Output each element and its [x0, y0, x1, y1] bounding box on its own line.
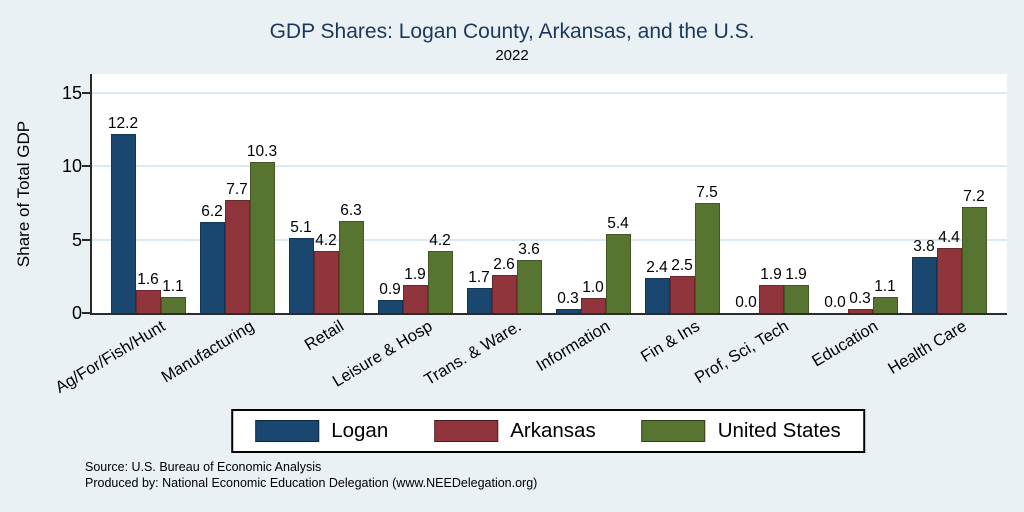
legend-swatch-united-states	[641, 420, 706, 442]
x-category-label-information: Information	[533, 317, 614, 376]
chart-title: GDP Shares: Logan County, Arkansas, and …	[269, 20, 755, 43]
x-category-label-leisure-hosp: Leisure & Hosp	[329, 317, 436, 391]
legend-label-logan: Logan	[331, 419, 389, 442]
x-category-label-trans-ware: Trans. & Ware.	[421, 317, 525, 390]
bar-value-label: 4.2	[315, 232, 337, 250]
bar-logan-ag-for-fish-hunt	[110, 134, 136, 313]
legend: Logan Arkansas United States	[231, 409, 865, 453]
bar-value-label: 6.2	[201, 203, 223, 221]
bar-logan-retail	[288, 238, 314, 313]
legend-label-arkansas: Arkansas	[510, 419, 596, 442]
plot-area: 12.2 1.6 1.1 6.2 7.7 10.3 5.1 4.2 6.3 0.9 1.9 4.2 1.…	[90, 74, 1007, 315]
bar-value-label: 2.4	[646, 258, 668, 276]
bar-value-label: 0.3	[849, 289, 871, 307]
bar-united-states-education	[872, 296, 898, 313]
bar-arkansas-retail	[313, 251, 339, 313]
bar-value-label: 1.1	[162, 277, 184, 295]
bar-united-states-health-care	[961, 207, 987, 313]
bar-united-states-information	[605, 233, 631, 313]
bar-value-label: 7.5	[696, 184, 718, 201]
bar-value-label: 5.4	[607, 214, 629, 232]
bar-arkansas-manufacturing	[224, 200, 250, 313]
bar-arkansas-leisure-hosp	[402, 285, 428, 313]
legend-item-logan: Logan	[255, 419, 388, 443]
bar-value-label: 10.3	[246, 142, 278, 160]
bar-value-label: 6.3	[340, 201, 362, 219]
bar-value-label: 4.2	[429, 232, 451, 250]
legend-swatch-logan	[255, 420, 320, 442]
gridline	[92, 165, 1007, 168]
legend-item-arkansas: Arkansas	[434, 419, 596, 443]
bar-logan-leisure-hosp	[377, 299, 403, 313]
x-category-label-retail: Retail	[301, 317, 347, 355]
bar-united-states-leisure-hosp	[427, 251, 453, 313]
y-axis-title: Share of Total GDP	[14, 120, 33, 268]
bar-value-label: 1.7	[468, 269, 490, 287]
bar-logan-trans-ware	[466, 288, 492, 313]
bar-logan-manufacturing	[199, 222, 225, 313]
bar-value-label: 2.5	[671, 257, 693, 275]
x-category-label-ag-for-fish-hunt: Ag/For/Fish/Hunt	[52, 317, 169, 397]
bar-value-label: 3.6	[518, 241, 540, 259]
bar-logan-information	[555, 308, 581, 313]
x-category-label-health-care: Health Care	[885, 317, 970, 378]
bar-value-label: 1.1	[874, 277, 896, 295]
bar-arkansas-education	[847, 308, 873, 313]
bar-arkansas-prof-sci-tech	[758, 285, 784, 313]
bar-value-label: 0.0	[824, 294, 846, 311]
bar-value-label: 1.9	[404, 266, 426, 284]
bar-united-states-fin-ins	[694, 203, 720, 313]
y-tick-label: 10	[61, 156, 82, 177]
bar-value-label: 1.0	[582, 279, 604, 297]
bar-value-label: 1.9	[760, 266, 782, 284]
bar-logan-health-care	[911, 257, 937, 313]
y-tick-mark	[82, 165, 90, 168]
bar-arkansas-ag-for-fish-hunt	[135, 289, 161, 313]
bar-value-label: 0.9	[379, 280, 401, 298]
gridline	[92, 92, 1007, 94]
bar-united-states-retail	[338, 220, 364, 313]
bar-united-states-manufacturing	[249, 161, 275, 313]
bar-value-label: 5.1	[290, 219, 312, 237]
y-tick-mark	[82, 312, 90, 314]
bar-value-label: 2.6	[493, 255, 515, 273]
bar-arkansas-health-care	[936, 248, 962, 313]
y-tick-label: 0	[71, 303, 82, 323]
bar-logan-fin-ins	[644, 277, 670, 313]
bar-value-label: 7.2	[963, 188, 985, 206]
chart-subtitle: 2022	[495, 47, 529, 64]
bar-value-label: 7.7	[226, 181, 248, 199]
x-category-label-manufacturing: Manufacturing	[158, 317, 258, 387]
legend-item-united-states: United States	[641, 419, 841, 443]
x-category-label-education: Education	[808, 317, 881, 371]
bar-value-label: 1.9	[785, 266, 807, 284]
y-tick-mark	[82, 238, 90, 241]
legend-swatch-arkansas	[434, 420, 499, 442]
bar-arkansas-fin-ins	[669, 276, 695, 313]
bar-united-states-ag-for-fish-hunt	[160, 296, 186, 313]
y-tick-label: 15	[61, 83, 82, 103]
legend-label-united-states: United States	[717, 419, 841, 442]
bar-value-label: 0.3	[557, 289, 579, 307]
x-category-label-prof-sci-tech: Prof, Sci, Tech	[691, 317, 792, 388]
bar-arkansas-information	[580, 298, 606, 313]
bar-value-label: 1.6	[137, 270, 159, 288]
y-tick-label: 5	[71, 229, 82, 250]
bar-arkansas-trans-ware	[491, 274, 517, 313]
source-note: Source: U.S. Bureau of Economic Analysis…	[85, 459, 537, 492]
bar-value-label: 12.2	[107, 115, 139, 133]
produced-by-line: Produced by: National Economic Education…	[85, 476, 538, 491]
gridline	[92, 238, 1007, 241]
bar-united-states-prof-sci-tech	[783, 285, 809, 313]
bar-value-label: 4.4	[938, 229, 960, 247]
x-category-label-fin-ins: Fin & Ins	[637, 317, 703, 367]
bar-united-states-trans-ware	[516, 260, 542, 313]
y-tick-mark	[82, 92, 90, 94]
bar-value-label: 3.8	[913, 238, 935, 256]
source-line: Source: U.S. Bureau of Economic Analysis	[85, 460, 322, 474]
bar-value-label: 0.0	[735, 294, 757, 311]
